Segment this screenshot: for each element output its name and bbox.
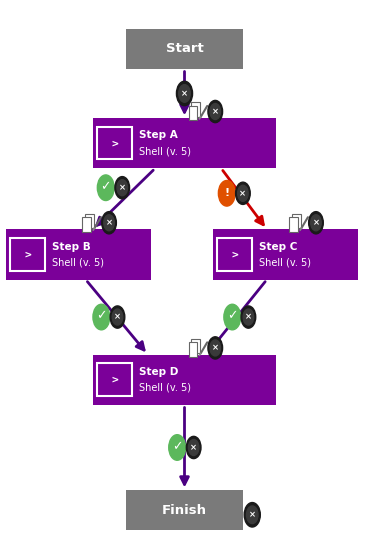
Text: ✓: ✓ (227, 310, 238, 323)
FancyBboxPatch shape (126, 490, 243, 530)
Text: ✓: ✓ (96, 310, 107, 323)
Circle shape (104, 215, 114, 231)
Circle shape (176, 81, 193, 106)
Circle shape (311, 215, 321, 231)
Circle shape (241, 306, 256, 328)
Circle shape (210, 340, 221, 356)
Circle shape (210, 103, 221, 120)
FancyBboxPatch shape (10, 238, 45, 271)
Text: ×: × (106, 218, 113, 228)
Text: !: ! (224, 188, 230, 198)
Text: ×: × (245, 312, 252, 321)
Circle shape (93, 304, 110, 330)
FancyBboxPatch shape (192, 102, 200, 117)
Text: >: > (111, 138, 118, 148)
Circle shape (186, 437, 201, 458)
Text: Shell (v. 5): Shell (v. 5) (259, 257, 311, 267)
Text: >: > (111, 375, 118, 385)
FancyBboxPatch shape (93, 118, 276, 168)
Circle shape (189, 439, 199, 456)
FancyBboxPatch shape (85, 214, 94, 228)
Text: Start: Start (166, 42, 203, 55)
Circle shape (243, 309, 254, 325)
FancyBboxPatch shape (82, 217, 91, 231)
Text: Shell (v. 5): Shell (v. 5) (139, 382, 191, 392)
FancyBboxPatch shape (6, 229, 151, 280)
Circle shape (179, 84, 190, 102)
Text: ×: × (313, 218, 320, 228)
Circle shape (115, 177, 130, 199)
Text: ×: × (190, 443, 197, 452)
Circle shape (208, 101, 223, 122)
FancyBboxPatch shape (97, 127, 132, 159)
FancyBboxPatch shape (97, 363, 132, 396)
FancyBboxPatch shape (217, 238, 252, 271)
Circle shape (246, 506, 258, 524)
Circle shape (224, 304, 241, 330)
Circle shape (308, 212, 323, 234)
Circle shape (112, 309, 123, 325)
Text: ✓: ✓ (172, 440, 182, 453)
Circle shape (208, 337, 223, 359)
FancyBboxPatch shape (192, 339, 200, 353)
Circle shape (117, 179, 128, 196)
Text: ×: × (249, 510, 256, 519)
Text: Shell (v. 5): Shell (v. 5) (52, 257, 104, 267)
Text: ×: × (212, 107, 219, 116)
Text: ×: × (239, 189, 246, 198)
Circle shape (97, 175, 114, 201)
FancyBboxPatch shape (93, 354, 276, 405)
Text: Step D: Step D (139, 367, 178, 377)
Text: Shell (v. 5): Shell (v. 5) (139, 146, 191, 156)
Text: ✓: ✓ (100, 180, 111, 193)
Text: ×: × (181, 89, 188, 98)
FancyBboxPatch shape (289, 217, 298, 231)
Text: ×: × (119, 183, 126, 192)
Text: ×: × (114, 312, 121, 321)
FancyBboxPatch shape (189, 342, 197, 357)
Circle shape (110, 306, 125, 328)
Circle shape (218, 181, 235, 206)
FancyBboxPatch shape (213, 229, 358, 280)
Circle shape (244, 503, 260, 527)
FancyBboxPatch shape (189, 106, 197, 120)
Circle shape (169, 435, 186, 460)
Circle shape (235, 182, 250, 205)
Text: Finish: Finish (162, 504, 207, 517)
Circle shape (238, 185, 248, 201)
Circle shape (102, 212, 116, 234)
FancyBboxPatch shape (292, 214, 301, 228)
Text: ×: × (212, 343, 219, 352)
FancyBboxPatch shape (126, 29, 243, 69)
Text: Step C: Step C (259, 241, 297, 252)
Text: >: > (24, 249, 31, 259)
Text: Step A: Step A (139, 130, 177, 140)
Text: Step B: Step B (52, 241, 90, 252)
Text: >: > (231, 249, 238, 259)
